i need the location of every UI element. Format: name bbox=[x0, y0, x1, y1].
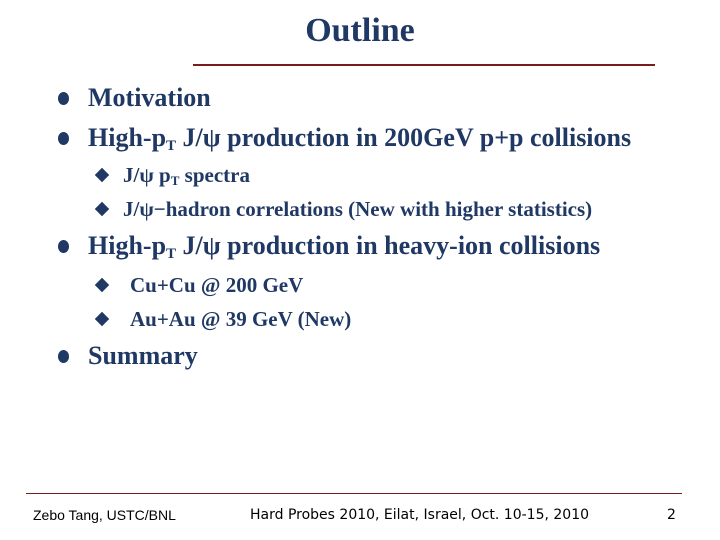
slide-title: Outline bbox=[305, 12, 415, 49]
bullet-dot-icon bbox=[58, 92, 69, 105]
bullet-text: High-pT J/ψ production in heavy-ion coll… bbox=[88, 230, 600, 270]
bullet-text-subscript: T bbox=[166, 246, 177, 262]
sub-bullet-text-pre: J/ψ p bbox=[123, 163, 171, 187]
sub-bullet-text-post: spectra bbox=[179, 163, 250, 187]
sub-bullet-text: Au+Au @ 39 GeV (New) bbox=[130, 307, 352, 331]
diamond-bullet-icon bbox=[94, 277, 110, 293]
footer-conference: Hard Probes 2010, Eilat, Israel, Oct. 10… bbox=[250, 507, 590, 523]
diamond-bullet-icon bbox=[94, 201, 110, 217]
page-number: 2 bbox=[667, 507, 676, 523]
bullet-text: Motivation bbox=[88, 83, 211, 112]
bullet-dot-icon bbox=[58, 240, 69, 253]
bullet-text-pre: High-p bbox=[88, 123, 167, 152]
bullet-dot-icon bbox=[58, 132, 69, 145]
sub-bullet-text: J/ψ pT spectra bbox=[123, 162, 250, 194]
bullet-text-post: J/ψ production in heavy-ion collisions bbox=[176, 231, 601, 260]
bullet-text: Summary bbox=[88, 341, 198, 370]
bullet-text: High-pT J/ψ production in 200GeV p+p col… bbox=[88, 122, 631, 162]
footer-author: Zebo Tang, USTC/BNL bbox=[33, 507, 176, 523]
bullet-text-subscript: T bbox=[166, 138, 177, 154]
footer-divider bbox=[26, 493, 682, 494]
diamond-bullet-icon bbox=[94, 311, 110, 327]
sub-bullet-text: J/ψ−hadron correlations (New with higher… bbox=[123, 197, 593, 221]
bullet-text-post: J/ψ production in 200GeV p+p collisions bbox=[176, 123, 632, 152]
sub-bullet-text: Cu+Cu @ 200 GeV bbox=[130, 273, 304, 297]
bullet-text-pre: High-p bbox=[88, 231, 167, 260]
bullet-dot-icon bbox=[58, 350, 69, 363]
sub-bullet-text-subscript: T bbox=[170, 173, 180, 188]
title-divider bbox=[193, 64, 655, 66]
diamond-bullet-icon bbox=[94, 167, 110, 183]
